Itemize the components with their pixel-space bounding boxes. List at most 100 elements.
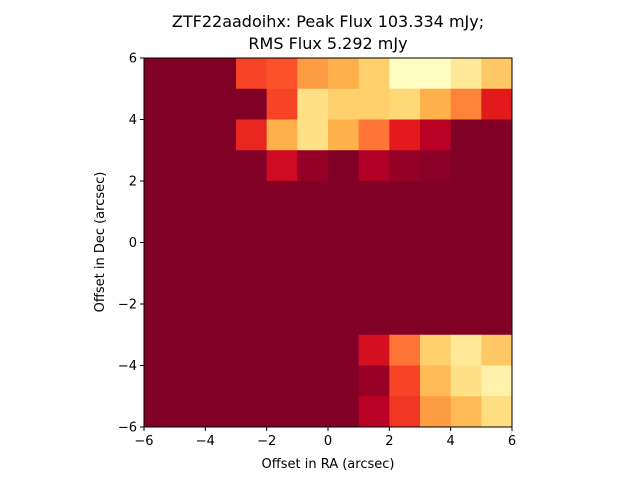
- heatmap-cell: [358, 119, 390, 151]
- heatmap-cell: [297, 304, 329, 336]
- heatmap-cell: [297, 365, 329, 397]
- heatmap-cell: [450, 304, 482, 336]
- heatmap-cell: [328, 396, 360, 428]
- x-axis-label: Offset in RA (arcsec): [262, 457, 395, 472]
- heatmap-cell: [144, 181, 176, 213]
- heatmap-cell: [481, 242, 513, 274]
- heatmap-cell: [144, 150, 176, 182]
- heatmap-cell: [420, 119, 452, 151]
- heatmap-cell: [297, 119, 329, 151]
- y-tick-label: 0: [129, 236, 137, 251]
- heatmap-cell: [174, 150, 206, 182]
- x-tick-label: −6: [134, 434, 153, 449]
- heatmap-cell: [205, 58, 237, 90]
- heatmap-cell: [266, 242, 298, 274]
- heatmap-cell: [328, 273, 360, 305]
- heatmap-cell: [236, 365, 268, 397]
- heatmap-cell: [481, 304, 513, 336]
- heatmap-cell: [450, 181, 482, 213]
- heatmap-cell: [358, 365, 390, 397]
- heatmap-cell: [266, 88, 298, 120]
- heatmap-cell: [481, 119, 513, 151]
- heatmap-cell: [266, 150, 298, 182]
- heatmap-cell: [481, 181, 513, 213]
- heatmap-cell: [358, 181, 390, 213]
- heatmap-cell: [174, 242, 206, 274]
- heatmap-cell: [389, 181, 421, 213]
- y-tick-label: 2: [129, 175, 137, 190]
- heatmap-cell: [266, 304, 298, 336]
- heatmap-cell: [358, 211, 390, 243]
- heatmap-cell: [174, 181, 206, 213]
- heatmap-cell: [205, 365, 237, 397]
- heatmap-cell: [450, 88, 482, 120]
- heatmap-cell: [389, 211, 421, 243]
- heatmap-cell: [144, 211, 176, 243]
- y-tick-label: 4: [129, 113, 137, 128]
- heatmap-cell: [297, 211, 329, 243]
- heatmap-cell: [174, 273, 206, 305]
- heatmap-cell: [389, 273, 421, 305]
- heatmap-cell: [144, 88, 176, 120]
- heatmap-cell: [358, 242, 390, 274]
- heatmap-cell: [328, 211, 360, 243]
- heatmap-cell: [389, 242, 421, 274]
- heatmap-cell: [389, 88, 421, 120]
- heatmap-cell: [481, 150, 513, 182]
- heatmap-cell: [266, 119, 298, 151]
- heatmap-cell: [358, 58, 390, 90]
- heatmap-cell: [297, 181, 329, 213]
- heatmap-cell: [420, 304, 452, 336]
- heatmap-cell: [236, 242, 268, 274]
- y-tick-label: −6: [118, 421, 137, 436]
- heatmap-cell: [389, 150, 421, 182]
- heatmap-cell: [450, 58, 482, 90]
- heatmap-cell: [389, 119, 421, 151]
- heatmap-cell: [205, 273, 237, 305]
- heatmap-cell: [450, 211, 482, 243]
- heatmap-cell: [174, 211, 206, 243]
- heatmap-cell: [450, 273, 482, 305]
- heatmap-cell: [205, 334, 237, 366]
- heatmap-cell: [174, 396, 206, 428]
- heatmap-cell: [144, 273, 176, 305]
- heatmap-cell: [297, 150, 329, 182]
- heatmap-cell: [266, 396, 298, 428]
- heatmap-cell: [481, 273, 513, 305]
- heatmap-cell: [205, 242, 237, 274]
- heatmap-cell: [236, 58, 268, 90]
- heatmap-cell: [420, 334, 452, 366]
- heatmap-cell: [328, 181, 360, 213]
- heatmap-cell: [450, 150, 482, 182]
- heatmap-cell: [358, 304, 390, 336]
- heatmap-cell: [328, 365, 360, 397]
- chart-title-line-2: RMS Flux 5.292 mJy: [248, 34, 408, 53]
- heatmap-cell: [266, 181, 298, 213]
- heatmap-cell: [450, 365, 482, 397]
- heatmap-cell: [174, 304, 206, 336]
- chart-title-line-1: ZTF22aadoihx: Peak Flux 103.334 mJy;: [171, 12, 485, 31]
- heatmap-cell: [144, 396, 176, 428]
- heatmap-cell: [266, 273, 298, 305]
- heatmap-cell: [236, 150, 268, 182]
- heatmap-cell: [328, 88, 360, 120]
- heatmap-cell: [328, 119, 360, 151]
- heatmap-cell: [174, 88, 206, 120]
- heatmap-cell: [266, 365, 298, 397]
- heatmap-cell: [266, 334, 298, 366]
- heatmap-cell: [328, 304, 360, 336]
- heatmap-cell: [420, 150, 452, 182]
- heatmap-cell: [358, 88, 390, 120]
- heatmap-cell: [236, 396, 268, 428]
- heatmap-cell: [174, 334, 206, 366]
- x-tick-label: −2: [257, 434, 276, 449]
- heatmap-cell: [389, 334, 421, 366]
- heatmap-cell: [389, 365, 421, 397]
- heatmap-cell: [266, 211, 298, 243]
- heatmap-cells: [144, 58, 513, 428]
- heatmap-cell: [144, 58, 176, 90]
- heatmap-cell: [328, 334, 360, 366]
- heatmap-cell: [450, 396, 482, 428]
- x-tick-label: 4: [447, 434, 455, 449]
